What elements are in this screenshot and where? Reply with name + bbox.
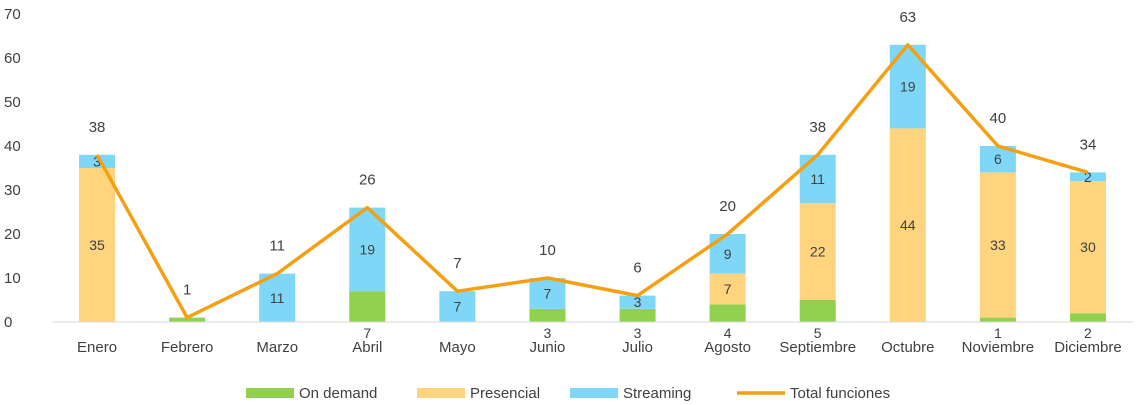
x-tick-label: Septiembre [779,339,856,356]
total-data-label: 38 [89,119,106,136]
bar-data-label: 3 [634,325,642,341]
x-tick-label: Diciembre [1054,339,1122,356]
bar-data-label: 35 [89,237,105,253]
bar-segment [529,308,566,322]
total-data-label: 26 [359,172,376,189]
x-tick-label: Noviembre [962,339,1035,356]
x-tick-label: Junio [530,339,566,356]
bar-data-label: 33 [990,237,1006,253]
total-data-label: 63 [899,9,916,26]
bar-segment [259,273,296,322]
total-data-label: 6 [633,260,641,277]
bar-data-label: 19 [900,79,916,95]
bar-data-label: 11 [270,290,285,306]
bar-segment [799,154,836,204]
bar-segment [619,308,656,322]
x-tick-label: Abril [352,339,382,356]
bar-segment [979,317,1016,322]
x-tick-label: Julio [622,339,653,356]
total-data-label: 7 [453,255,461,272]
bar-data-label: 11 [810,171,825,187]
total-data-label: 38 [809,119,826,136]
bar-segment [619,295,656,309]
bar-data-label: 7 [363,325,371,341]
x-tick-label: Octubre [881,339,934,356]
x-axis: Enero Febrero Marzo Abril Mayo Junio Julio Agos… [52,321,1133,356]
bar-segment [1069,181,1106,314]
bar-data-label: 9 [724,246,732,262]
bar-segment [979,172,1016,318]
bar-segment [439,291,476,322]
y-tick-label: 0 [4,314,12,331]
x-tick-label: Mayo [439,339,476,356]
total-data-label: 11 [269,238,285,255]
legend-label: On demand [299,385,377,402]
bar-segment [529,278,566,309]
legend-label: Streaming [623,385,691,402]
bar-segment [799,203,836,300]
bar-segment [799,300,836,322]
bar-data-label: 7 [453,299,461,315]
bar-data-label: 22 [810,244,826,260]
y-tick-label: 30 [4,182,21,199]
bar-data-label: 3 [93,153,101,169]
y-axis: 0 10 20 30 40 50 60 70 [4,6,21,331]
y-tick-label: 50 [4,94,21,111]
y-tick-label: 40 [4,138,21,155]
total-data-label: 34 [1080,136,1097,153]
bar-data-label: 7 [724,281,732,297]
bar-segment [349,207,386,292]
bar-segment [1069,172,1106,182]
legend-label: Total funciones [790,385,890,402]
bar-data-label: 44 [900,217,916,233]
bar-segment [79,168,116,322]
bar-data-label: 30 [1080,239,1096,255]
bar-segment [709,304,746,322]
bar-series [79,44,1106,322]
x-tick-label: Enero [77,339,117,356]
bar-data-label: 6 [994,151,1002,167]
legend-swatch [246,388,294,398]
bar-segment [349,291,386,322]
bar-data-label: 19 [360,241,376,257]
bar-segment [169,317,206,322]
bar-segment [889,128,926,322]
bar-data-label: 2 [1084,325,1092,341]
total-data-label: 10 [539,242,556,259]
bar-data-label: 4 [724,325,732,341]
total-data-label: 40 [990,110,1007,127]
total-data-label: 1 [183,282,191,299]
total-line [95,43,1089,320]
legend-label: Presencial [470,385,540,402]
bar-segment [79,154,116,168]
y-tick-label: 20 [4,226,21,243]
legend-swatch [570,388,618,398]
x-tick-label: Febrero [161,339,214,356]
bar-segment [1069,313,1106,322]
bar-data-label: 5 [814,325,822,341]
legend-swatch [417,388,465,398]
bar-data-label: 1 [994,325,1002,341]
y-tick-label: 70 [4,6,21,23]
bar-data-label: 2 [1084,169,1092,185]
bar-segment [709,273,746,305]
total-line-series [95,43,1089,320]
legend: On demand Presencial Streaming Total funcio… [246,385,890,402]
bar-data-label: 3 [634,294,642,310]
y-tick-label: 10 [4,270,21,287]
total-data-label: 20 [719,198,736,215]
x-tick-label: Agosto [704,339,751,356]
x-tick-label: Marzo [256,339,298,356]
y-tick-label: 60 [4,50,21,67]
bar-data-label: 3 [544,325,552,341]
bar-data-label: 7 [544,285,552,301]
